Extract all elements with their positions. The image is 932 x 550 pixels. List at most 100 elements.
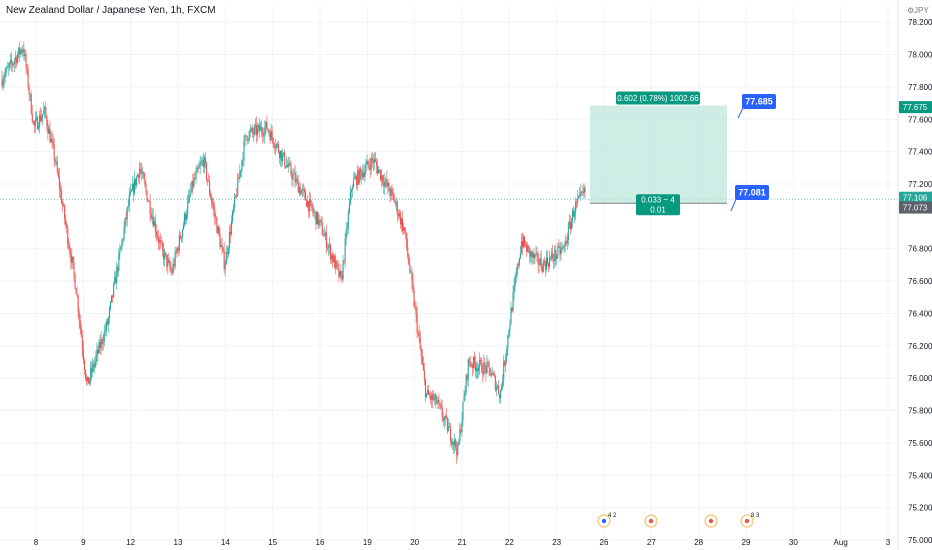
candle-body	[239, 171, 241, 179]
candle-body	[347, 213, 349, 229]
position-tool[interactable]: 0.602 (0.78%) 1002.66 0.033 ~ 40.01 77.685…	[0, 91, 898, 216]
candle-body	[136, 176, 138, 186]
candle-body	[119, 249, 121, 254]
candle-body	[170, 268, 172, 271]
candle-body	[508, 331, 510, 336]
candle-body	[189, 195, 191, 196]
candle-body	[374, 159, 376, 162]
candle-body	[83, 359, 85, 370]
candle-body	[489, 367, 491, 376]
target-callout-label: 77.685	[745, 97, 773, 107]
target-callout-box[interactable]	[742, 94, 776, 109]
candle-body	[443, 418, 445, 421]
candle-body	[153, 220, 155, 227]
axis-bid-tag-text: 77.073	[903, 204, 928, 213]
entry-callout-box[interactable]	[735, 185, 769, 200]
candle-body	[70, 253, 72, 263]
time-tick-label: 19	[363, 538, 372, 547]
candle-body	[456, 447, 458, 456]
candle-body	[214, 209, 216, 217]
profit-zone[interactable]	[590, 105, 727, 204]
candle-body	[567, 225, 569, 241]
candle-body	[172, 263, 174, 274]
candle-body	[112, 295, 114, 297]
candle-body	[416, 314, 418, 333]
candle-body	[66, 224, 68, 228]
settings-icon[interactable]: ⚙	[907, 6, 914, 15]
candle-body	[552, 252, 554, 259]
price-axis[interactable]: 78.200 78.000 77.800 77.600 77.400 77.200 76.8…	[897, 0, 932, 550]
candle-body	[236, 195, 238, 197]
candle-body	[25, 54, 27, 68]
price-tick-label: 75.600	[908, 439, 932, 448]
axis-bid-tag-box	[899, 201, 932, 214]
candle-body	[213, 205, 215, 210]
candle-body	[299, 187, 301, 195]
candle-body	[29, 94, 31, 95]
candle-body	[562, 247, 564, 248]
time-axis[interactable]: 8 9 12 13 14 15 16 19 20 21 22 23 26 27 28 29 30 Aug 3	[34, 538, 891, 547]
candle-body	[141, 171, 143, 174]
candle-body	[492, 373, 494, 375]
candle-body	[582, 192, 584, 194]
candle-body	[138, 174, 140, 179]
candle-body	[168, 259, 170, 262]
candle-body	[557, 246, 559, 256]
candle-body	[404, 227, 406, 231]
economic-events[interactable]: 4 2 8 3	[597, 513, 760, 528]
candle-body	[537, 253, 539, 265]
candle-body	[252, 132, 254, 134]
candle-body	[11, 63, 14, 65]
candle-body	[459, 429, 461, 442]
candle-body	[84, 369, 87, 379]
candle-body	[237, 177, 239, 196]
candle-body	[104, 330, 106, 332]
candle-body	[219, 234, 221, 248]
candles[interactable]	[1, 41, 586, 464]
candle-body	[387, 182, 389, 186]
candle-body	[474, 363, 477, 371]
candle-body	[505, 356, 507, 365]
candle-body	[314, 212, 316, 213]
candle-body	[576, 201, 578, 203]
candle-body	[115, 277, 117, 284]
candle-body	[333, 255, 335, 262]
candle-body	[454, 439, 456, 446]
candle-body	[22, 49, 24, 52]
candle-body	[38, 127, 40, 129]
candle-body	[558, 246, 560, 248]
candle-body	[277, 144, 279, 152]
candle-body	[395, 202, 397, 204]
candle-body	[389, 191, 391, 197]
candle-body	[406, 232, 408, 247]
candle-body	[41, 117, 43, 121]
candle-body	[512, 292, 514, 311]
candle-body	[128, 194, 130, 206]
candle-body	[324, 232, 326, 235]
candle-body	[491, 373, 493, 376]
candle-body	[363, 172, 365, 177]
candle-body	[448, 426, 451, 428]
candle-body	[418, 332, 420, 338]
candle-body	[242, 160, 244, 161]
candle-body	[278, 151, 281, 159]
currency-label: JPY	[914, 6, 929, 15]
candle-body	[570, 220, 573, 230]
price-tick-label: 76.800	[908, 245, 932, 254]
candle-body	[178, 235, 180, 251]
candle-body	[319, 219, 321, 221]
candle-body	[107, 318, 109, 325]
candle-body	[144, 178, 146, 184]
candle-body	[160, 240, 162, 243]
candle-body	[438, 399, 440, 404]
candle-body	[338, 266, 340, 277]
target-label: 0.602 (0.78%) 1002.66	[617, 94, 699, 103]
candle-body	[7, 66, 9, 68]
chart-title: New Zealand Dollar / Japanese Yen, 1h, F…	[6, 5, 216, 16]
price-tick-label: 76.400	[908, 309, 932, 318]
candle-body	[326, 247, 328, 249]
candle-body	[297, 179, 299, 193]
candle-body	[481, 361, 483, 373]
